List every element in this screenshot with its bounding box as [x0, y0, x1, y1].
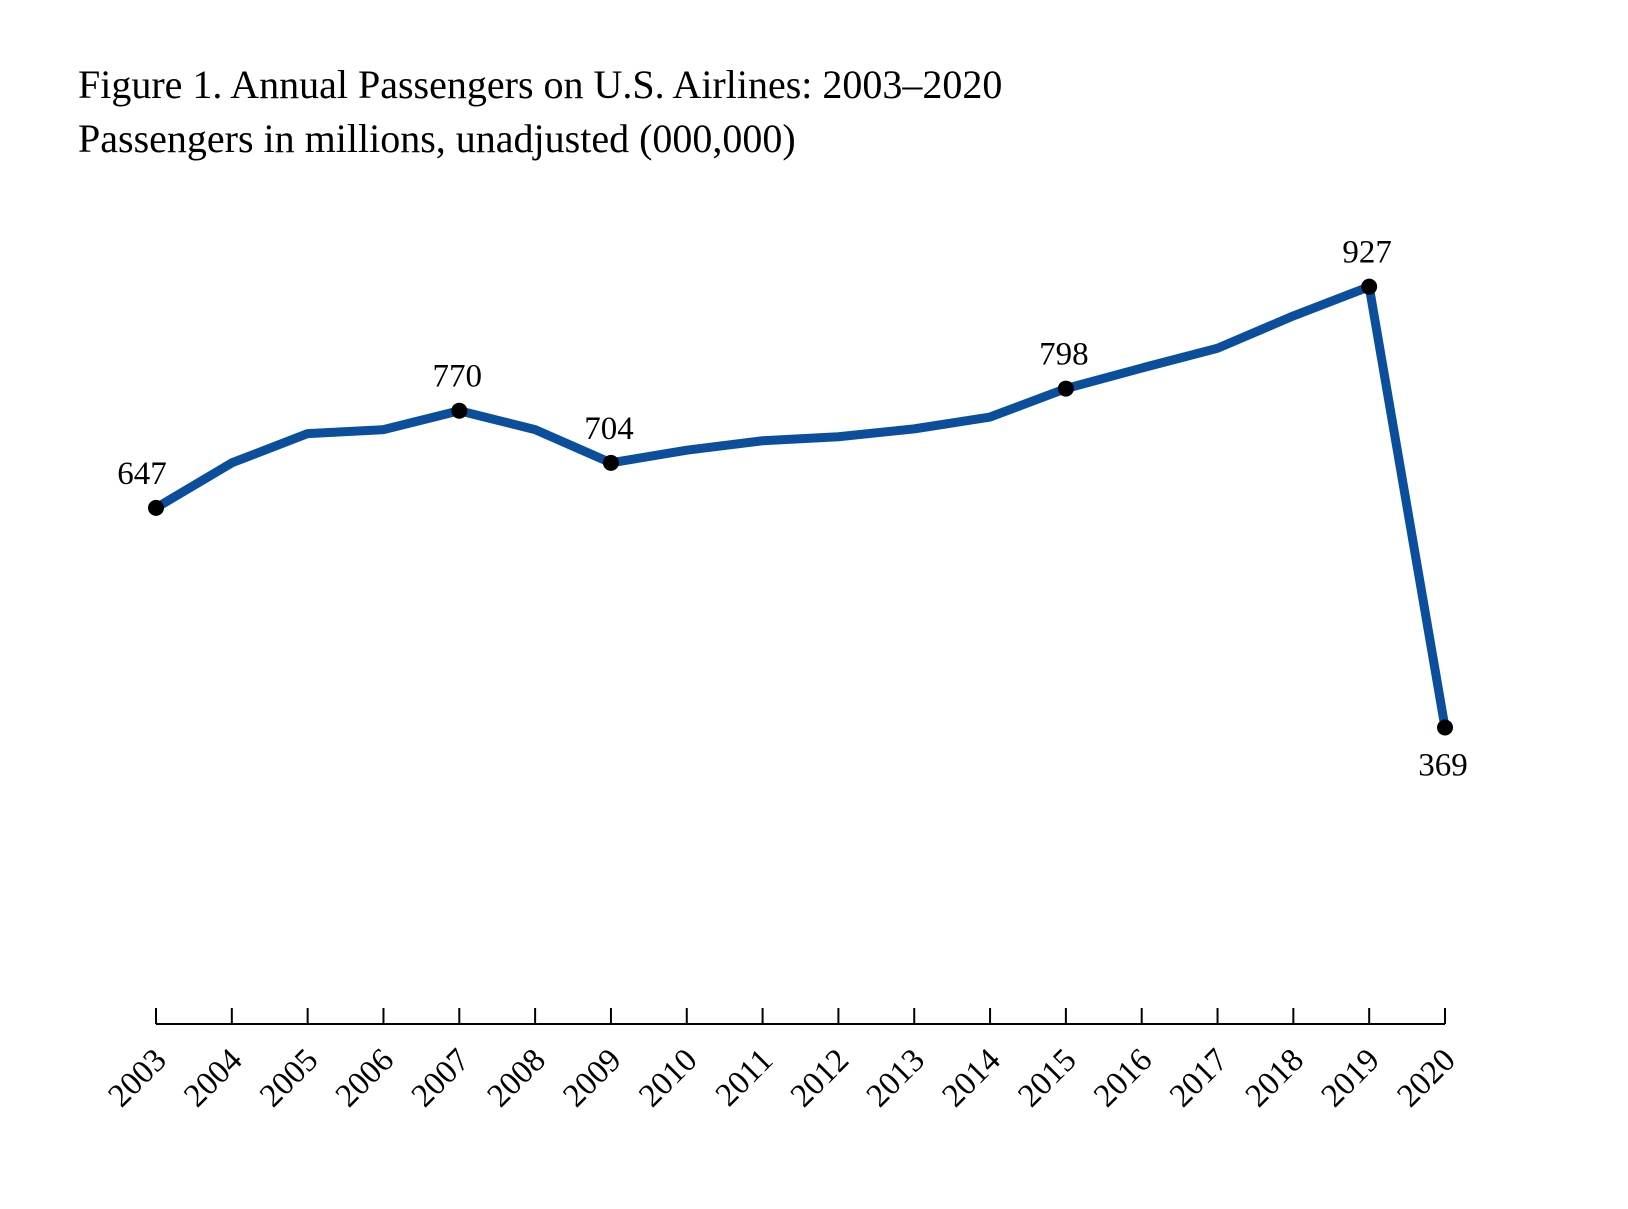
- x-tick-label: 2015: [1011, 1042, 1083, 1114]
- data-label: 798: [1039, 337, 1089, 373]
- data-label: 704: [584, 411, 634, 447]
- x-tick-label: 2017: [1163, 1042, 1235, 1114]
- x-tick-label: 2018: [1239, 1042, 1311, 1114]
- x-tick-label: 2014: [936, 1042, 1008, 1114]
- x-tick-label: 2011: [709, 1042, 780, 1113]
- data-point-marker: [451, 402, 468, 419]
- data-label: 927: [1342, 235, 1392, 271]
- data-label: 647: [117, 456, 167, 492]
- x-tick-label: 2020: [1391, 1042, 1463, 1114]
- chart-subtitle: Passengers in millions, unadjusted (000,…: [78, 116, 796, 161]
- data-point-marker: [1361, 278, 1378, 295]
- data-point-marker: [148, 499, 164, 516]
- x-tick-label: 2013: [860, 1042, 932, 1114]
- data-point-marker: [602, 454, 619, 471]
- x-tick-label: 2010: [632, 1042, 704, 1114]
- x-tick-label: 2006: [329, 1042, 401, 1114]
- x-tick-label: 2012: [784, 1042, 856, 1114]
- chart-title: Figure 1. Annual Passengers on U.S. Airl…: [78, 62, 1003, 107]
- x-tick-label: 2009: [556, 1042, 628, 1114]
- data-point-marker: [1437, 719, 1453, 736]
- x-tick-label: 2005: [253, 1042, 325, 1114]
- data-point-marker: [1057, 380, 1074, 397]
- x-tick-label: 2019: [1315, 1042, 1387, 1114]
- x-tick-label: 2016: [1087, 1042, 1159, 1114]
- data-label: 770: [433, 359, 483, 395]
- x-tick-label: 2004: [177, 1042, 249, 1114]
- series-line: [153, 282, 1450, 729]
- data-label: 369: [1418, 747, 1468, 783]
- x-tick-label: 2007: [405, 1042, 477, 1114]
- x-tick-label: 2003: [102, 1042, 174, 1114]
- x-tick-label: 2008: [481, 1042, 553, 1114]
- chart-title-block: Figure 1. Annual Passengers on U.S. Airl…: [78, 58, 1002, 166]
